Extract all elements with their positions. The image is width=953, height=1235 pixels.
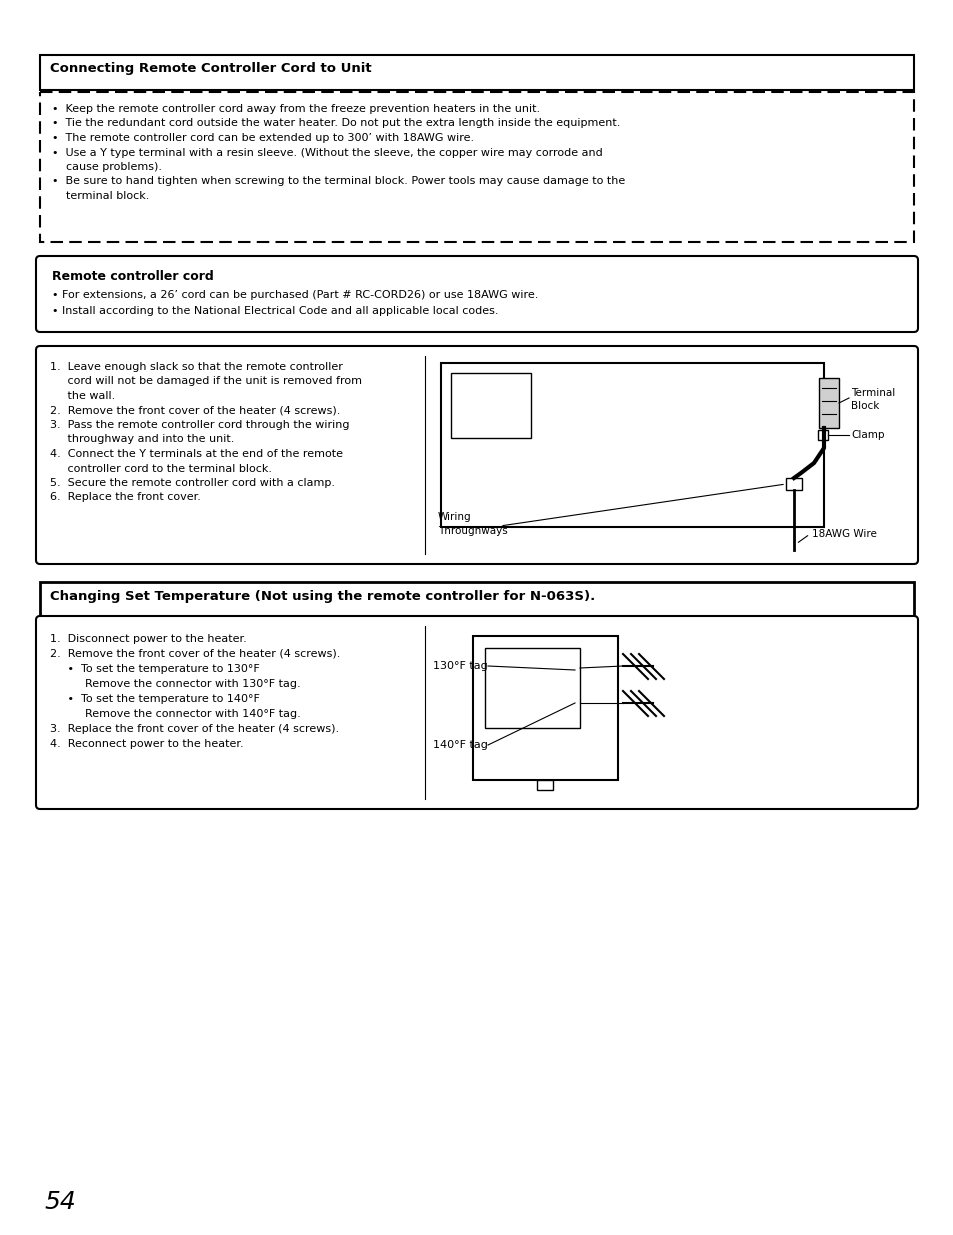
Text: Terminal: Terminal: [850, 388, 894, 398]
Text: controller cord to the terminal block.: controller cord to the terminal block.: [50, 463, 272, 473]
Text: Clamp: Clamp: [850, 430, 883, 440]
Text: 130°F tag: 130°F tag: [433, 661, 487, 671]
FancyBboxPatch shape: [36, 346, 917, 564]
Bar: [40, 56, 913, 90]
Text: •  To set the temperature to 140°F: • To set the temperature to 140°F: [50, 694, 259, 704]
Text: 54: 54: [45, 1191, 76, 1214]
Text: 4.  Reconnect power to the heater.: 4. Reconnect power to the heater.: [50, 739, 243, 748]
Text: 2.  Remove the front cover of the heater (4 screws).: 2. Remove the front cover of the heater …: [50, 405, 340, 415]
Text: 3.  Replace the front cover of the heater (4 screws).: 3. Replace the front cover of the heater…: [50, 724, 338, 734]
Text: •  Use a Y type terminal with a resin sleeve. (Without the sleeve, the copper wi: • Use a Y type terminal with a resin sle…: [52, 147, 602, 158]
Text: 18AWG Wire: 18AWG Wire: [811, 529, 876, 538]
Text: • For extensions, a 26’ cord can be purchased (Part # RC-CORD26) or use 18AWG wi: • For extensions, a 26’ cord can be purc…: [52, 290, 537, 300]
Bar: [40, 582, 913, 618]
Text: 3.  Pass the remote controller cord through the wiring: 3. Pass the remote controller cord throu…: [50, 420, 349, 430]
Text: 140°F tag: 140°F tag: [433, 740, 487, 750]
Text: Wiring: Wiring: [437, 513, 471, 522]
Text: 1.  Disconnect power to the heater.: 1. Disconnect power to the heater.: [50, 634, 247, 643]
Text: 6.  Replace the front cover.: 6. Replace the front cover.: [50, 493, 201, 503]
Text: Remote controller cord: Remote controller cord: [52, 270, 213, 283]
Text: Changing Set Temperature (Not using the remote controller for N-063S).: Changing Set Temperature (Not using the …: [50, 590, 595, 603]
Bar: [785, 478, 801, 490]
Bar: [484, 648, 579, 727]
Text: Throughways: Throughways: [437, 526, 507, 536]
Bar: [817, 430, 827, 440]
Bar: [473, 636, 618, 781]
Bar: [440, 363, 823, 527]
Text: Remove the connector with 140°F tag.: Remove the connector with 140°F tag.: [50, 709, 300, 719]
Text: terminal block.: terminal block.: [52, 191, 150, 201]
Bar: [537, 781, 553, 790]
Bar: [818, 378, 838, 429]
Text: cord will not be damaged if the unit is removed from: cord will not be damaged if the unit is …: [50, 377, 361, 387]
Text: cause problems).: cause problems).: [52, 162, 162, 172]
Text: •  Be sure to hand tighten when screwing to the terminal block. Power tools may : • Be sure to hand tighten when screwing …: [52, 177, 624, 186]
Bar: [451, 373, 531, 438]
Text: 4.  Connect the Y terminals at the end of the remote: 4. Connect the Y terminals at the end of…: [50, 450, 343, 459]
Text: 2.  Remove the front cover of the heater (4 screws).: 2. Remove the front cover of the heater …: [50, 650, 340, 659]
Text: •  Tie the redundant cord outside the water heater. Do not put the extra length : • Tie the redundant cord outside the wat…: [52, 119, 619, 128]
Text: • Install according to the National Electrical Code and all applicable local cod: • Install according to the National Elec…: [52, 306, 498, 316]
Text: 5.  Secure the remote controller cord with a clamp.: 5. Secure the remote controller cord wit…: [50, 478, 335, 488]
FancyBboxPatch shape: [36, 616, 917, 809]
Text: throughway and into the unit.: throughway and into the unit.: [50, 435, 234, 445]
Text: •  The remote controller cord can be extended up to 300’ with 18AWG wire.: • The remote controller cord can be exte…: [52, 133, 474, 143]
Text: •  To set the temperature to 130°F: • To set the temperature to 130°F: [50, 664, 259, 674]
Text: Remove the connector with 130°F tag.: Remove the connector with 130°F tag.: [50, 679, 300, 689]
Text: Block: Block: [850, 401, 879, 411]
Text: •  Keep the remote controller cord away from the freeze prevention heaters in th: • Keep the remote controller cord away f…: [52, 104, 539, 114]
FancyBboxPatch shape: [36, 256, 917, 332]
Text: Connecting Remote Controller Cord to Unit: Connecting Remote Controller Cord to Uni…: [50, 62, 372, 75]
Text: 1.  Leave enough slack so that the remote controller: 1. Leave enough slack so that the remote…: [50, 362, 342, 372]
Text: the wall.: the wall.: [50, 391, 115, 401]
Bar: [40, 91, 913, 242]
